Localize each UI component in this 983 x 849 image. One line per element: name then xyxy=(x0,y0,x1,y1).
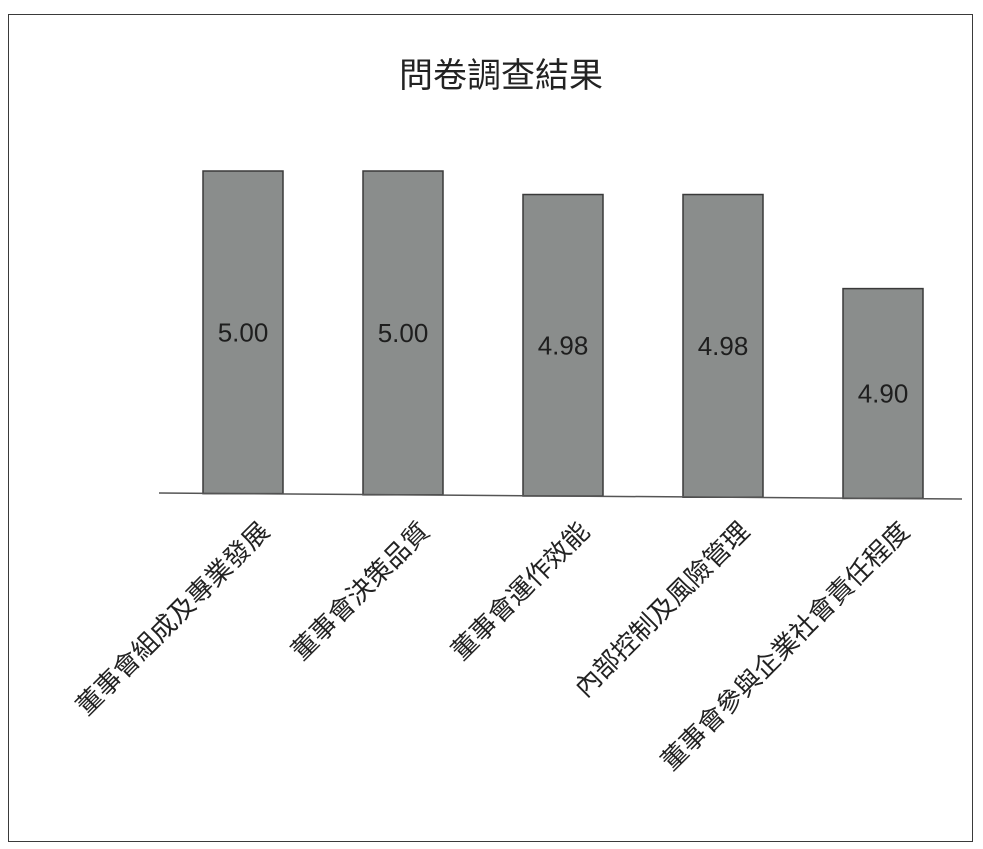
chart-title: 問卷調查結果 xyxy=(399,56,603,96)
data-label: 5.00 xyxy=(218,317,269,347)
chart-frame: 問卷調查結果 5.00 5.00 4.98 4.98 4.90 董事會組成及專業發展 董事… xyxy=(8,14,973,842)
bar xyxy=(362,170,444,496)
bar-chart: 問卷調查結果 5.00 5.00 4.98 4.984.90 董事會組成及專業發展 董事… xyxy=(71,56,963,777)
data-label: 4.98 xyxy=(538,330,589,360)
x-axis-line xyxy=(158,492,963,500)
category-label: 內部控制及風險管理 xyxy=(569,517,756,704)
data-label: 5.00 xyxy=(378,318,429,348)
category-label: 董事會組成及專業發展 xyxy=(71,517,276,722)
data-label: 4.90 xyxy=(858,379,909,409)
bar xyxy=(842,287,924,500)
data-label: 4.98 xyxy=(698,331,749,361)
bar xyxy=(682,193,764,498)
category-label: 董事會運作效能 xyxy=(446,517,596,667)
bar xyxy=(202,170,284,495)
bar xyxy=(522,193,604,497)
category-label: 董事會決策品質 xyxy=(286,517,436,667)
